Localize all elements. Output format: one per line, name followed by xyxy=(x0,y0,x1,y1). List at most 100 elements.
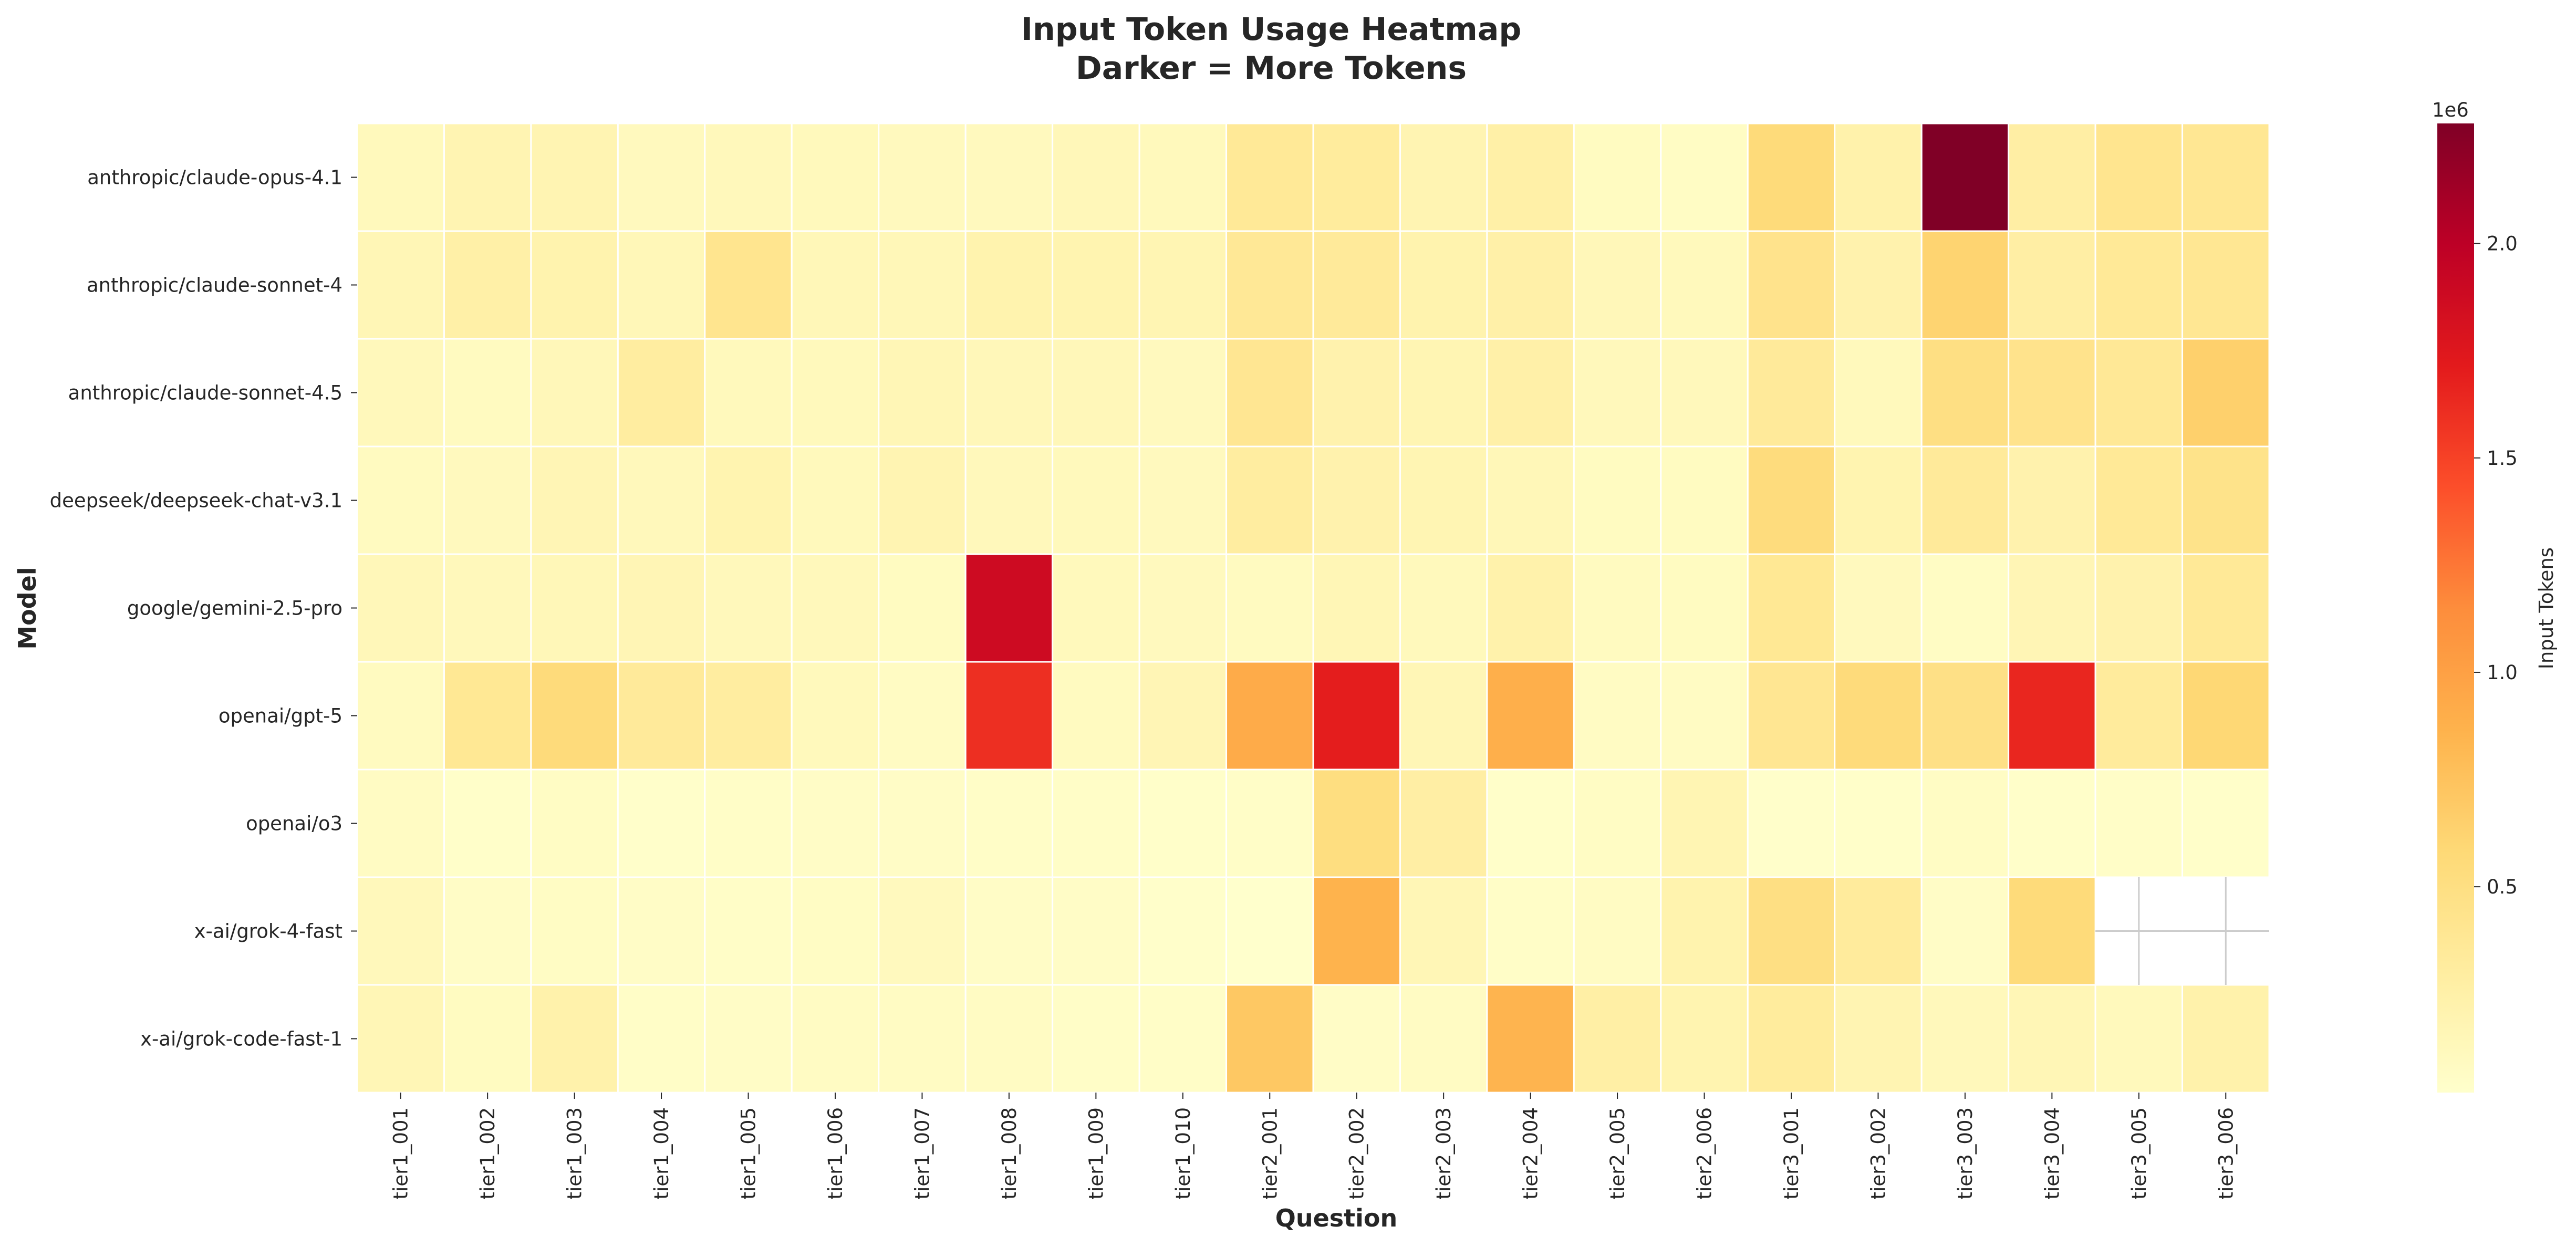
heatmap-cell xyxy=(1747,553,1836,663)
heatmap-cell xyxy=(530,876,619,986)
heatmap-cell xyxy=(1920,984,2010,1094)
x-tick-label: tier3_005 xyxy=(2128,1107,2151,1199)
heatmap-cell xyxy=(704,553,793,663)
heatmap-cell xyxy=(2182,984,2270,1094)
heatmap-cell xyxy=(530,984,619,1094)
x-tick-label: tier2_002 xyxy=(1346,1107,1368,1199)
x-tick-label: tier3_001 xyxy=(1780,1107,1803,1199)
heatmap-cell xyxy=(617,984,706,1094)
heatmap-cell xyxy=(1573,230,1662,340)
x-tick-label: tier1_010 xyxy=(1172,1107,1194,1199)
heatmap-cell xyxy=(1225,768,1314,878)
y-axis-label: Model xyxy=(13,567,41,649)
heatmap-cell xyxy=(1225,338,1314,448)
colorbar-tick-label: 2.0 xyxy=(2487,233,2518,255)
heatmap-cell xyxy=(1573,338,1662,448)
heatmap-cell xyxy=(2094,661,2184,771)
heatmap-cell xyxy=(1399,338,1488,448)
heatmap-cell xyxy=(1312,445,1401,555)
heatmap-cell xyxy=(1573,876,1662,986)
heatmap-cell xyxy=(1920,230,2010,340)
heatmap-cell xyxy=(530,553,619,663)
heatmap-cell xyxy=(1052,445,1140,555)
heatmap-cell xyxy=(878,553,967,663)
heatmap-cell xyxy=(530,338,619,448)
x-tick-label: tier1_008 xyxy=(998,1107,1021,1199)
heatmap-cell xyxy=(1225,445,1314,555)
heatmap-cell xyxy=(530,230,619,340)
heatmap-cell xyxy=(1399,984,1488,1094)
heatmap-cell xyxy=(964,122,1054,232)
heatmap-cell xyxy=(878,768,967,878)
heatmap-cell xyxy=(1747,230,1836,340)
heatmap-cell xyxy=(443,445,532,555)
heatmap-cell xyxy=(1486,445,1575,555)
heatmap-cell xyxy=(2182,230,2270,340)
heatmap-cell xyxy=(1138,661,1228,771)
heatmap-cell xyxy=(791,338,880,448)
heatmap-cell xyxy=(1138,876,1228,986)
x-tick-label: tier3_004 xyxy=(2041,1107,2063,1199)
heatmap-cell xyxy=(356,553,445,663)
x-tick-label: tier2_001 xyxy=(1259,1107,1281,1199)
x-tick-label: tier1_005 xyxy=(738,1107,760,1199)
heatmap-cell xyxy=(443,122,532,232)
heatmap-cell xyxy=(530,768,619,878)
heatmap-cell xyxy=(704,445,793,555)
heatmap-cell xyxy=(704,876,793,986)
heatmap-cell xyxy=(1834,230,1923,340)
heatmap-cell xyxy=(1399,122,1488,232)
x-tick-label: tier1_002 xyxy=(476,1107,499,1199)
heatmap-cell xyxy=(356,230,445,340)
heatmap-cell xyxy=(1486,230,1575,340)
heatmap-cell xyxy=(1660,876,1749,986)
heatmap-cell xyxy=(1920,661,2010,771)
heatmap-cell xyxy=(2094,338,2184,448)
heatmap-cell xyxy=(356,876,445,986)
heatmap-cell xyxy=(1225,661,1314,771)
x-tick-label: tier1_004 xyxy=(650,1107,673,1199)
heatmap-cell xyxy=(704,338,793,448)
y-tick-label: deepseek/deepseek-chat-v3.1 xyxy=(50,490,342,512)
heatmap-cell xyxy=(443,553,532,663)
heatmap-cell xyxy=(443,230,532,340)
heatmap-cell xyxy=(1399,445,1488,555)
heatmap-cell xyxy=(964,445,1054,555)
heatmap-cell xyxy=(1312,338,1401,448)
heatmap-cell xyxy=(704,230,793,340)
heatmap-cell xyxy=(878,984,967,1094)
heatmap-cell xyxy=(878,445,967,555)
y-tick-label: anthropic/claude-sonnet-4 xyxy=(87,274,342,297)
heatmap-cell xyxy=(443,768,532,878)
heatmap-cell xyxy=(2094,445,2184,555)
y-tick-label: anthropic/claude-opus-4.1 xyxy=(87,167,342,189)
heatmap-cell xyxy=(1225,122,1314,232)
heatmap-cell xyxy=(1052,768,1140,878)
heatmap-cell xyxy=(443,338,532,448)
heatmap-cell xyxy=(1834,122,1923,232)
colorbar-label: Input Tokens xyxy=(2535,547,2558,669)
heatmap-cell xyxy=(1312,768,1401,878)
heatmap-cell xyxy=(1920,445,2010,555)
heatmap-cell xyxy=(1660,122,1749,232)
heatmap-cell xyxy=(2182,661,2270,771)
x-tick-label: tier1_001 xyxy=(390,1107,412,1199)
heatmap-cell xyxy=(1747,768,1836,878)
heatmap-cell xyxy=(2008,876,2096,986)
x-tick-label: tier3_003 xyxy=(1954,1107,1977,1199)
heatmap-cell xyxy=(2008,445,2096,555)
heatmap-cell xyxy=(1660,661,1749,771)
heatmap-cell xyxy=(1399,553,1488,663)
heatmap-cell xyxy=(1573,553,1662,663)
heatmap-cell xyxy=(2182,553,2270,663)
x-tick-labels: tier1_001 tier1_002 tier1_003 tier1_004 tier… xyxy=(390,1093,2237,1199)
heatmap-cell xyxy=(964,553,1054,663)
chart-title-line2: Darker = More Tokens xyxy=(1076,50,1467,87)
heatmap-cell xyxy=(1399,876,1488,986)
heatmap-cell xyxy=(964,230,1054,340)
heatmap-cell xyxy=(964,661,1054,771)
heatmap-cell xyxy=(1834,553,1923,663)
heatmap-cell xyxy=(1834,876,1923,986)
heatmap-cell xyxy=(1660,984,1749,1094)
